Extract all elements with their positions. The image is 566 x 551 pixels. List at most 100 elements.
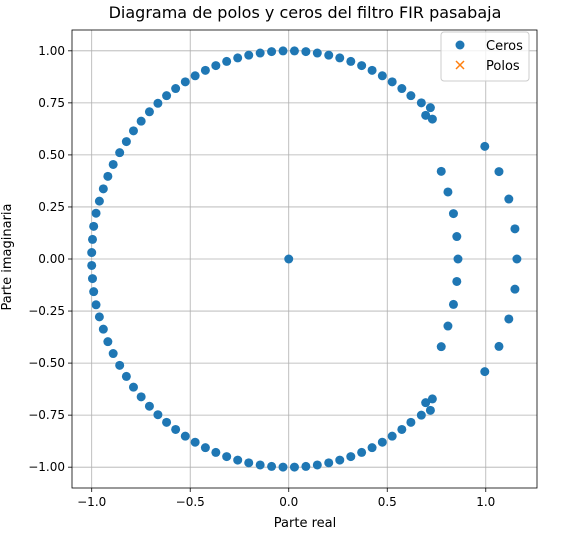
y-axis-ticks: −1.00 −0.75 −0.50 −0.25 0.00 0.25 0.50 0.75 1.00 bbox=[28, 44, 72, 474]
zero-point bbox=[180, 77, 190, 87]
zero-point bbox=[443, 321, 453, 331]
zero-point bbox=[94, 196, 104, 206]
zero-point bbox=[397, 424, 407, 434]
x-axis-ticks: −1.0 −0.5 0.0 0.5 1.0 bbox=[77, 488, 495, 509]
zero-point bbox=[357, 61, 367, 71]
zero-point bbox=[153, 98, 163, 108]
zero-point bbox=[222, 452, 232, 462]
zero-point bbox=[278, 46, 288, 56]
zero-point bbox=[416, 410, 426, 420]
zero-point bbox=[190, 71, 200, 81]
zero-point bbox=[128, 126, 138, 136]
zero-point bbox=[103, 337, 113, 347]
legend-marker-ceros bbox=[455, 40, 465, 50]
y-tick-label: 0.25 bbox=[38, 200, 65, 214]
zero-point bbox=[335, 53, 345, 63]
zero-point bbox=[406, 417, 416, 427]
zero-point bbox=[200, 443, 210, 453]
zero-point bbox=[387, 431, 397, 441]
zero-point bbox=[255, 48, 265, 58]
x-tick-label: 0.5 bbox=[378, 495, 397, 509]
zero-point bbox=[453, 254, 463, 264]
zero-point bbox=[103, 171, 113, 181]
zero-point bbox=[406, 91, 416, 101]
legend-label-ceros: Ceros bbox=[486, 39, 523, 54]
x-tick-label: 0.0 bbox=[279, 495, 298, 509]
zero-point bbox=[108, 349, 118, 359]
zero-point bbox=[87, 248, 97, 258]
zero-point bbox=[244, 50, 254, 60]
zero-point bbox=[136, 392, 146, 402]
zero-point bbox=[128, 382, 138, 392]
zero-point bbox=[312, 48, 322, 58]
zero-point bbox=[452, 276, 462, 286]
y-tick-label: −0.25 bbox=[28, 304, 65, 318]
zero-point bbox=[512, 254, 522, 264]
zero-point bbox=[153, 410, 163, 420]
zero-point bbox=[267, 461, 277, 471]
zero-point bbox=[436, 166, 446, 176]
x-axis-label: Parte real bbox=[274, 516, 336, 531]
zero-point bbox=[267, 47, 277, 57]
zero-point bbox=[301, 461, 311, 471]
zero-point bbox=[443, 187, 453, 197]
zero-point bbox=[284, 254, 294, 264]
legend: Ceros Polos bbox=[440, 31, 530, 82]
zero-point bbox=[425, 405, 435, 415]
zero-point bbox=[324, 458, 334, 468]
zero-point bbox=[367, 443, 377, 453]
zero-point bbox=[346, 452, 356, 462]
zero-point bbox=[115, 148, 125, 158]
zero-point bbox=[211, 61, 221, 71]
zero-point bbox=[312, 460, 322, 470]
zero-point bbox=[436, 342, 446, 352]
y-tick-label: 0.75 bbox=[38, 96, 65, 110]
legend-marker-polos bbox=[455, 60, 465, 70]
zero-point bbox=[416, 98, 426, 108]
zero-point bbox=[448, 209, 458, 219]
zero-point bbox=[171, 424, 181, 434]
zero-point bbox=[504, 194, 514, 204]
x-tick-label: −0.5 bbox=[176, 495, 205, 509]
y-tick-label: 0.00 bbox=[38, 252, 65, 266]
zero-point bbox=[136, 116, 146, 126]
zero-point bbox=[98, 184, 108, 194]
zero-point bbox=[180, 431, 190, 441]
zero-point bbox=[233, 53, 243, 63]
zero-point bbox=[91, 208, 101, 218]
zero-point bbox=[335, 455, 345, 465]
zero-point bbox=[87, 260, 97, 270]
zero-point bbox=[397, 84, 407, 94]
zero-point bbox=[377, 71, 387, 81]
zero-point bbox=[162, 417, 172, 427]
zero-point bbox=[425, 103, 435, 113]
zero-point bbox=[324, 50, 334, 60]
zero-point bbox=[255, 460, 265, 470]
legend-label-polos: Polos bbox=[486, 59, 520, 74]
zero-point bbox=[510, 284, 520, 294]
zero-point bbox=[222, 56, 232, 66]
zero-point bbox=[200, 65, 210, 75]
zero-point bbox=[91, 300, 101, 310]
zero-point bbox=[171, 84, 181, 94]
zero-point bbox=[289, 462, 299, 472]
zero-point bbox=[346, 56, 356, 66]
zero-point bbox=[144, 107, 154, 117]
zero-point bbox=[421, 110, 431, 120]
zero-point bbox=[233, 455, 243, 465]
zero-point bbox=[480, 367, 490, 377]
zero-point bbox=[301, 47, 311, 57]
zero-point bbox=[144, 401, 154, 411]
zero-point bbox=[162, 91, 172, 101]
zero-point bbox=[108, 159, 118, 169]
zero-point bbox=[289, 46, 299, 56]
y-axis-label: Parte imaginaria bbox=[0, 203, 15, 310]
x-tick-label: 1.0 bbox=[476, 495, 495, 509]
zero-point bbox=[244, 458, 254, 468]
zero-point bbox=[427, 394, 437, 404]
zero-point bbox=[87, 234, 97, 244]
zero-point bbox=[421, 398, 431, 408]
zero-point bbox=[427, 114, 437, 124]
zero-point bbox=[452, 232, 462, 242]
